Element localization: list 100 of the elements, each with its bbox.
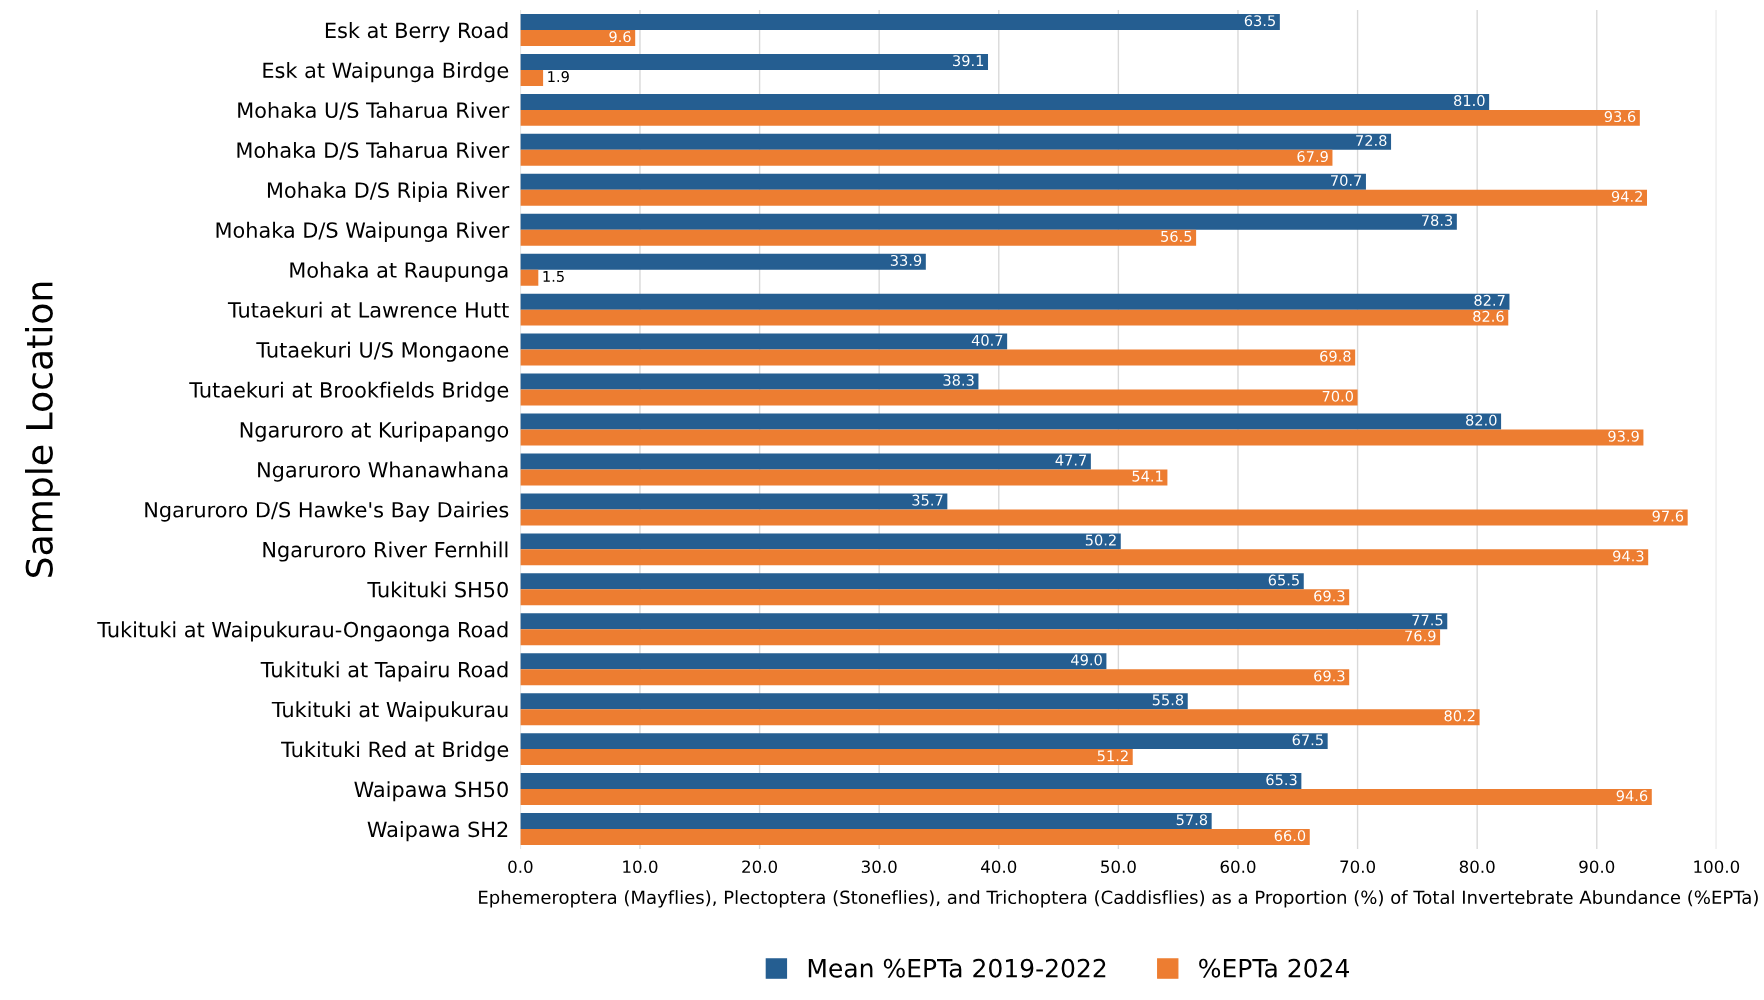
y-tick-label: Mohaka D/S Taharua River: [237, 141, 510, 160]
bar: [520, 349, 1356, 366]
y-tick-label: Mohaka U/S Taharua River: [238, 101, 510, 120]
bar: [520, 813, 1212, 830]
y-tick-label: Tukituki SH50: [367, 581, 508, 598]
y-tick-label: Tukituki at Waipukurau: [271, 701, 508, 722]
y-axis-title: Sample Location: [24, 282, 60, 577]
bar: [520, 53, 989, 70]
bar: [520, 173, 1366, 190]
x-tick-label: 0.0: [508, 860, 533, 874]
bar: [520, 93, 1490, 110]
y-tick-label: Esk at Waipunga Birdge: [263, 62, 509, 83]
bar: [520, 653, 1107, 670]
data-label: 65.5: [1268, 574, 1299, 586]
data-label: 82.6: [1473, 310, 1504, 322]
bar: [520, 669, 1350, 686]
x-tick-label: 80.0: [1459, 860, 1495, 874]
data-label: 72.8: [1356, 135, 1387, 147]
data-label: 94.6: [1616, 790, 1648, 802]
bar: [520, 293, 1510, 310]
legend-label: Mean %EPTa 2019-2022: [808, 958, 1106, 978]
x-tick-label: 30.0: [861, 860, 897, 874]
bar: [520, 773, 1302, 790]
data-label: 40.7: [971, 334, 1003, 346]
data-label: 82.0: [1466, 414, 1497, 426]
bar: [520, 133, 1392, 150]
x-tick-label: 40.0: [981, 860, 1017, 874]
x-axis-title: Ephemeroptera (Mayflies), Plectoptera (Stoneflies), and Trichoptera (Caddisflies) as a Proportion (%) of Total Invertebrate Abundance (%EPTa): [479, 890, 1758, 908]
y-tick-label: Tutaekuri U/S Mongaone: [256, 341, 509, 362]
y-tick-label: Tukituki Red at Bridge: [281, 741, 509, 762]
data-label: 93.9: [1608, 430, 1639, 442]
y-tick-label: Mohaka D/S Waipunga River: [216, 221, 510, 242]
data-label: 69.3: [1314, 590, 1345, 602]
data-label: 97.6: [1652, 510, 1684, 522]
data-label: 1.5: [543, 271, 564, 282]
bar: [520, 469, 1168, 486]
data-label: 94.2: [1611, 190, 1642, 203]
bar: [520, 613, 1448, 630]
y-tick-label: Tukituki at Tapairu Road: [260, 661, 508, 682]
y-tick-label: Esk at Berry Road: [325, 22, 508, 43]
data-label: 78.3: [1421, 214, 1453, 226]
bar: [520, 14, 1280, 30]
bar: [520, 189, 1647, 206]
data-label: 39.1: [953, 55, 984, 67]
bar: [520, 269, 539, 286]
bar: [520, 789, 1652, 806]
y-tick-label: Ngaruroro Whanawhana: [258, 461, 508, 482]
bar: [520, 229, 1197, 246]
data-label: 33.9: [890, 254, 922, 266]
x-tick-label: 10.0: [623, 860, 658, 874]
bar: [520, 453, 1091, 470]
data-label: 77.5: [1412, 614, 1443, 626]
data-label: 57.8: [1176, 814, 1208, 826]
bar: [520, 413, 1502, 430]
y-tick-label: Ngaruroro at Kuripapango: [240, 421, 509, 442]
y-tick-label: Tutaekuri at Brookfields Bridge: [189, 381, 509, 402]
data-label: 66.0: [1274, 830, 1306, 842]
bar: [520, 429, 1644, 446]
bar: [520, 253, 926, 270]
y-tick-label: Tukituki at Waipukurau-Ongaonga Road: [97, 621, 508, 642]
legend-label: %EPTa 2024: [1199, 958, 1350, 978]
data-label: 70.0: [1322, 390, 1354, 402]
data-label: 50.2: [1085, 534, 1116, 546]
bar: [520, 389, 1358, 406]
bar: [520, 309, 1509, 326]
data-label: 65.3: [1266, 774, 1297, 786]
data-label: 51.2: [1097, 750, 1128, 762]
x-tick-label: 100.0: [1694, 860, 1740, 874]
bar: [520, 629, 1441, 646]
bar: [520, 213, 1457, 230]
bar: [520, 693, 1188, 710]
data-label: 70.7: [1331, 175, 1362, 187]
data-label: 47.7: [1055, 454, 1087, 466]
data-label: 94.3: [1613, 550, 1644, 562]
data-label: 49.0: [1071, 654, 1102, 666]
y-tick-label: Waipawa SH50: [354, 781, 508, 802]
data-label: 55.8: [1152, 694, 1184, 706]
data-label: 38.3: [943, 374, 974, 386]
data-label: 76.9: [1405, 630, 1436, 642]
bar: [520, 733, 1328, 750]
data-label: 54.1: [1132, 470, 1163, 482]
y-tick-label: Mohaka at Raupunga: [290, 261, 508, 282]
data-label: 67.5: [1292, 734, 1323, 746]
bar: [520, 549, 1649, 566]
bar: [520, 373, 979, 390]
data-label: 82.7: [1474, 294, 1505, 306]
data-label: 1.9: [548, 71, 569, 83]
x-tick-label: 20.0: [742, 860, 778, 874]
bar: [520, 533, 1121, 550]
bar: [520, 69, 544, 86]
y-tick-label: Ngaruroro River Fernhill: [263, 541, 508, 562]
data-label: 9.6: [609, 31, 631, 43]
bar: [520, 149, 1333, 166]
data-label: 80.2: [1444, 710, 1475, 722]
data-label: 63.5: [1244, 15, 1275, 27]
data-label: 35.7: [912, 494, 943, 506]
data-label: 67.9: [1297, 151, 1328, 163]
data-label: 93.6: [1604, 111, 1636, 123]
y-tick-label: Tutaekuri at Lawrence Hutt: [227, 301, 509, 318]
x-tick-label: 50.0: [1101, 860, 1136, 874]
